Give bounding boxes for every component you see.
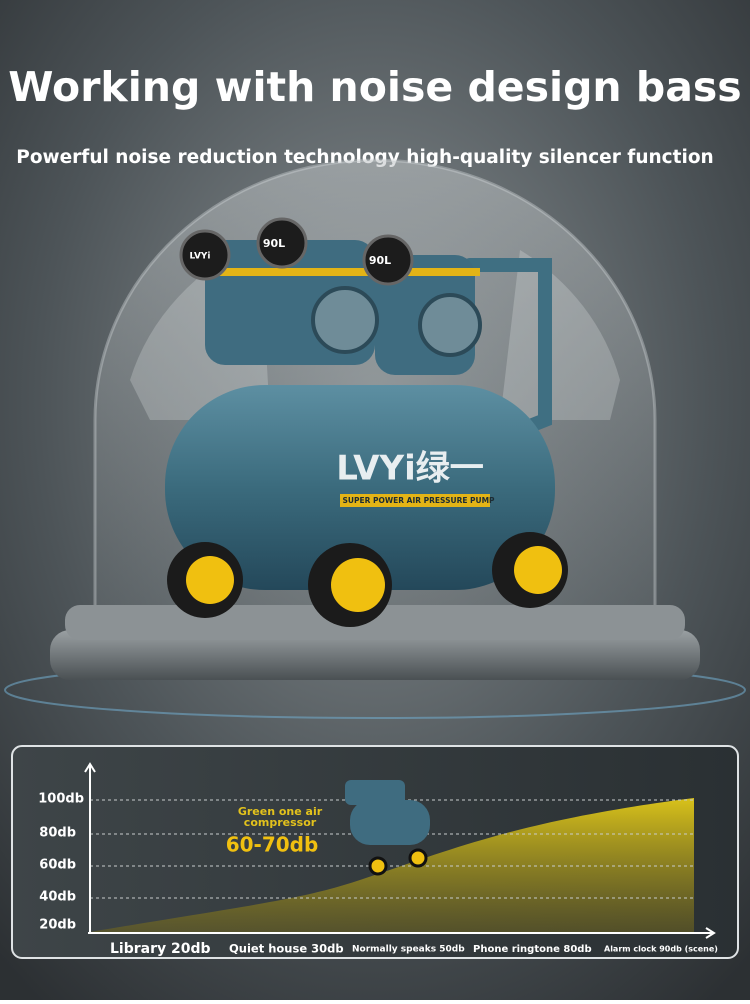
- hub: [331, 558, 385, 612]
- mini-motor: [345, 780, 405, 805]
- y-arrow: [84, 762, 96, 773]
- mini-wheel: [408, 848, 428, 868]
- x-label: Normally speaks 50db: [352, 945, 465, 955]
- x-label: Phone ringtone 80db: [473, 944, 592, 955]
- hub: [514, 546, 562, 594]
- x-arrow: [705, 927, 716, 939]
- gauge: [179, 229, 231, 281]
- y-label: 100db: [38, 792, 84, 807]
- x-label: Alarm clock 90db (scene): [604, 945, 718, 954]
- mini-wheel: [368, 856, 388, 876]
- wheels: [167, 532, 568, 627]
- tag: PUMP: [470, 496, 495, 505]
- hub: [186, 556, 234, 604]
- fan: [311, 286, 379, 354]
- gauge: [256, 217, 308, 269]
- gauge-label: LVYi: [189, 252, 210, 262]
- platform-base: [50, 630, 700, 680]
- mini-tank: [350, 800, 430, 845]
- gauge-label: 90L: [369, 254, 391, 267]
- subtitle: Powerful noise reduction technology high…: [16, 147, 713, 168]
- callout-name-box: Green one air compressor: [237, 806, 323, 829]
- callout-name: Green one air compressor: [237, 806, 323, 829]
- title: Working with noise design bass: [8, 63, 741, 111]
- tagline: SUPER POWER AIR PRESSURE: [343, 496, 468, 505]
- tagline-bar: [340, 494, 490, 507]
- stripe: [200, 268, 480, 276]
- y-label: 80db: [39, 826, 76, 841]
- x-label: Quiet house 30db: [229, 942, 344, 956]
- callout-level: 60-70db: [226, 833, 319, 857]
- tank: [165, 385, 555, 590]
- y-label: 40db: [39, 890, 76, 905]
- fan: [418, 293, 482, 357]
- window-right: [500, 250, 620, 420]
- gauge-label: 90L: [263, 237, 285, 250]
- y-label: 60db: [39, 858, 76, 873]
- gauge: [362, 234, 414, 286]
- y-label: 20db: [39, 918, 76, 933]
- brand: LVYi绿一: [336, 449, 484, 489]
- x-label: Library 20db: [110, 941, 211, 957]
